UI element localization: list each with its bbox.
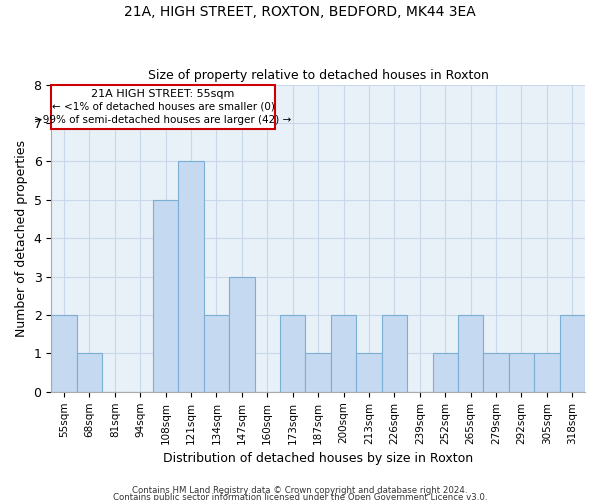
Y-axis label: Number of detached properties: Number of detached properties bbox=[15, 140, 28, 336]
Text: Contains public sector information licensed under the Open Government Licence v3: Contains public sector information licen… bbox=[113, 494, 487, 500]
Bar bbox=[560, 315, 585, 392]
Bar bbox=[458, 315, 484, 392]
Text: 21A HIGH STREET: 55sqm: 21A HIGH STREET: 55sqm bbox=[91, 89, 235, 99]
Bar bbox=[77, 354, 102, 392]
Bar bbox=[484, 354, 509, 392]
Bar bbox=[305, 354, 331, 392]
Bar bbox=[356, 354, 382, 392]
Bar bbox=[153, 200, 178, 392]
Bar bbox=[509, 354, 534, 392]
Title: Size of property relative to detached houses in Roxton: Size of property relative to detached ho… bbox=[148, 69, 488, 82]
Text: >99% of semi-detached houses are larger (42) →: >99% of semi-detached houses are larger … bbox=[34, 114, 292, 124]
Bar bbox=[51, 315, 77, 392]
X-axis label: Distribution of detached houses by size in Roxton: Distribution of detached houses by size … bbox=[163, 452, 473, 465]
Text: 21A, HIGH STREET, ROXTON, BEDFORD, MK44 3EA: 21A, HIGH STREET, ROXTON, BEDFORD, MK44 … bbox=[124, 5, 476, 19]
Bar bbox=[229, 276, 254, 392]
Bar bbox=[178, 162, 204, 392]
Bar bbox=[534, 354, 560, 392]
Text: Contains HM Land Registry data © Crown copyright and database right 2024.: Contains HM Land Registry data © Crown c… bbox=[132, 486, 468, 495]
Bar bbox=[382, 315, 407, 392]
Bar bbox=[204, 315, 229, 392]
Bar bbox=[280, 315, 305, 392]
Bar bbox=[331, 315, 356, 392]
Bar bbox=[433, 354, 458, 392]
FancyBboxPatch shape bbox=[51, 84, 275, 128]
Text: ← <1% of detached houses are smaller (0): ← <1% of detached houses are smaller (0) bbox=[52, 102, 275, 112]
